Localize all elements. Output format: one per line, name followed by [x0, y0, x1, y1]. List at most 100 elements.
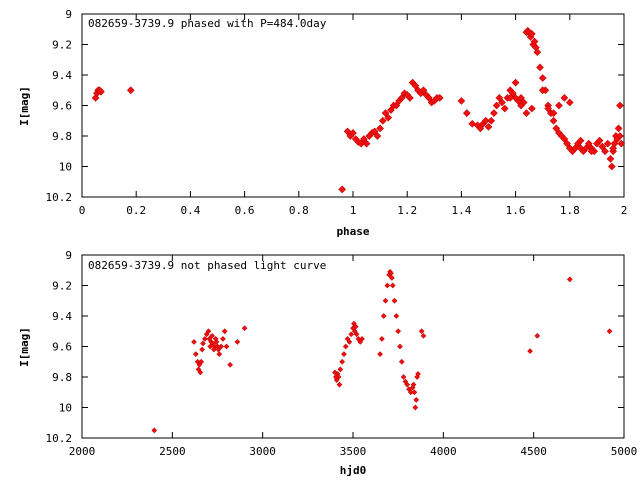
- phased-data-point: [603, 139, 612, 148]
- unphased-data-point: [395, 328, 401, 335]
- phased-data-point: [530, 37, 539, 46]
- phased-data-point: [616, 101, 624, 110]
- phased-data-point: [378, 116, 387, 125]
- phased-data-point: [357, 139, 365, 148]
- unphased-y-tick-label: 9.4: [52, 310, 72, 323]
- unphased-data-points: [151, 268, 613, 434]
- phased-data-point: [481, 116, 490, 125]
- unphased-plot-frame: [81, 254, 625, 439]
- phased-data-point: [490, 109, 498, 117]
- phased-data-point: [528, 104, 536, 113]
- phased-panel: 0 0.2 0.4 0.6 0.8 1 1.2 1.4 1.6 1.8 2 9 9.2 9.4 9.6 9.…: [18, 8, 627, 238]
- unphased-data-point: [389, 275, 395, 281]
- unphased-data-point: [404, 381, 411, 388]
- unphased-data-point: [379, 336, 385, 342]
- phased-data-point: [392, 101, 401, 110]
- phased-data-point: [617, 139, 626, 148]
- unphased-data-point: [534, 333, 541, 339]
- unphased-data-point: [346, 339, 353, 345]
- unphased-y-tick-label: 9.8: [52, 371, 72, 384]
- unphased-data-point: [413, 397, 420, 403]
- phased-data-point: [565, 98, 574, 107]
- unphased-data-point: [341, 351, 347, 357]
- phased-data-point: [522, 109, 531, 117]
- phased-data-point: [406, 94, 414, 102]
- phased-data-point: [373, 132, 382, 140]
- phased-data-point: [616, 132, 624, 140]
- phased-y-tick-label: 9: [65, 8, 72, 21]
- phased-data-point: [370, 127, 379, 136]
- phased-x-tick-label: 2: [621, 204, 628, 217]
- phased-y-tick-label: 10.2: [46, 191, 73, 204]
- unphased-data-point: [566, 276, 573, 283]
- unphased-data-point: [220, 336, 226, 342]
- phased-x-tick-label: 0.2: [126, 204, 146, 217]
- phased-data-point: [495, 94, 504, 102]
- phased-data-point: [517, 94, 525, 102]
- phased-y-ticks: 9 9.2 9.4 9.6 9.8 10 10.2: [46, 8, 624, 204]
- phased-data-point: [506, 94, 515, 102]
- unphased-data-point: [348, 331, 355, 338]
- phased-x-tick-label: 0.4: [180, 204, 200, 217]
- phased-x-tick-label: 1.8: [560, 204, 580, 217]
- phased-data-point: [538, 74, 547, 82]
- unphased-data-point: [389, 282, 396, 289]
- unphased-data-point: [377, 351, 383, 357]
- phased-data-point: [560, 94, 569, 102]
- phased-plot-frame: [81, 13, 625, 198]
- phased-x-tick-label: 0.6: [235, 204, 255, 217]
- phased-data-point: [576, 136, 585, 145]
- unphased-data-point: [216, 351, 223, 357]
- unphased-data-point: [198, 358, 205, 365]
- unphased-data-point: [209, 333, 215, 339]
- phased-data-point: [549, 109, 558, 117]
- unphased-data-point: [384, 282, 391, 289]
- unphased-data-point: [241, 325, 248, 332]
- phased-data-point: [595, 136, 604, 145]
- phased-data-point: [468, 119, 477, 128]
- unphased-data-point: [388, 270, 394, 277]
- phased-data-point: [614, 124, 623, 133]
- unphased-x-ticks: 2000 2500 3000 3500 4000 4500 5000: [69, 255, 637, 458]
- unphased-plot-title: 082659-3739.9 not phased light curve: [88, 259, 326, 272]
- phased-plot-title: 082659-3739.9 phased with P=484.0day: [88, 17, 327, 30]
- phased-data-point: [484, 123, 493, 131]
- unphased-data-point: [380, 313, 387, 319]
- unphased-data-point: [200, 340, 206, 347]
- phased-data-point: [544, 104, 552, 113]
- unphased-y-tick-label: 10: [59, 402, 72, 415]
- unphased-data-point: [218, 343, 224, 350]
- unphased-data-point: [337, 366, 344, 373]
- unphased-data-point: [415, 371, 421, 377]
- phased-data-point: [549, 116, 558, 125]
- phased-x-axis-label: phase: [336, 225, 369, 238]
- phased-x-ticks: 0 0.2 0.4 0.6 0.8 1 1.2 1.4 1.6 1.8 2: [79, 14, 628, 217]
- unphased-y-tick-label: 9.6: [52, 341, 72, 354]
- unphased-y-tick-label: 10.2: [46, 432, 73, 445]
- phased-y-axis-label: I[mag]: [18, 86, 31, 126]
- phased-data-point: [598, 142, 607, 151]
- phased-data-point: [487, 116, 496, 125]
- phased-x-tick-label: 0: [79, 204, 86, 217]
- phased-data-point: [584, 139, 593, 148]
- phased-data-point: [563, 139, 571, 148]
- unphased-x-tick-label: 2500: [159, 445, 186, 458]
- unphased-data-point: [353, 331, 360, 338]
- unphased-data-point: [352, 323, 359, 330]
- unphased-y-tick-label: 9: [65, 249, 72, 262]
- phased-data-point: [538, 86, 547, 95]
- unphased-data-point: [234, 339, 241, 345]
- unphased-data-point: [213, 339, 220, 345]
- unphased-data-point: [397, 343, 403, 350]
- phased-data-point: [587, 147, 596, 156]
- phased-data-point: [517, 101, 525, 110]
- phased-data-point: [571, 144, 580, 153]
- phased-data-point: [362, 139, 371, 148]
- unphased-y-axis-label: I[mag]: [18, 327, 31, 367]
- phased-data-point: [425, 94, 433, 102]
- unphased-x-tick-label: 4500: [520, 445, 547, 458]
- unphased-data-point: [342, 343, 349, 350]
- phased-data-point: [338, 185, 346, 194]
- phased-y-tick-label: 9.6: [52, 100, 72, 113]
